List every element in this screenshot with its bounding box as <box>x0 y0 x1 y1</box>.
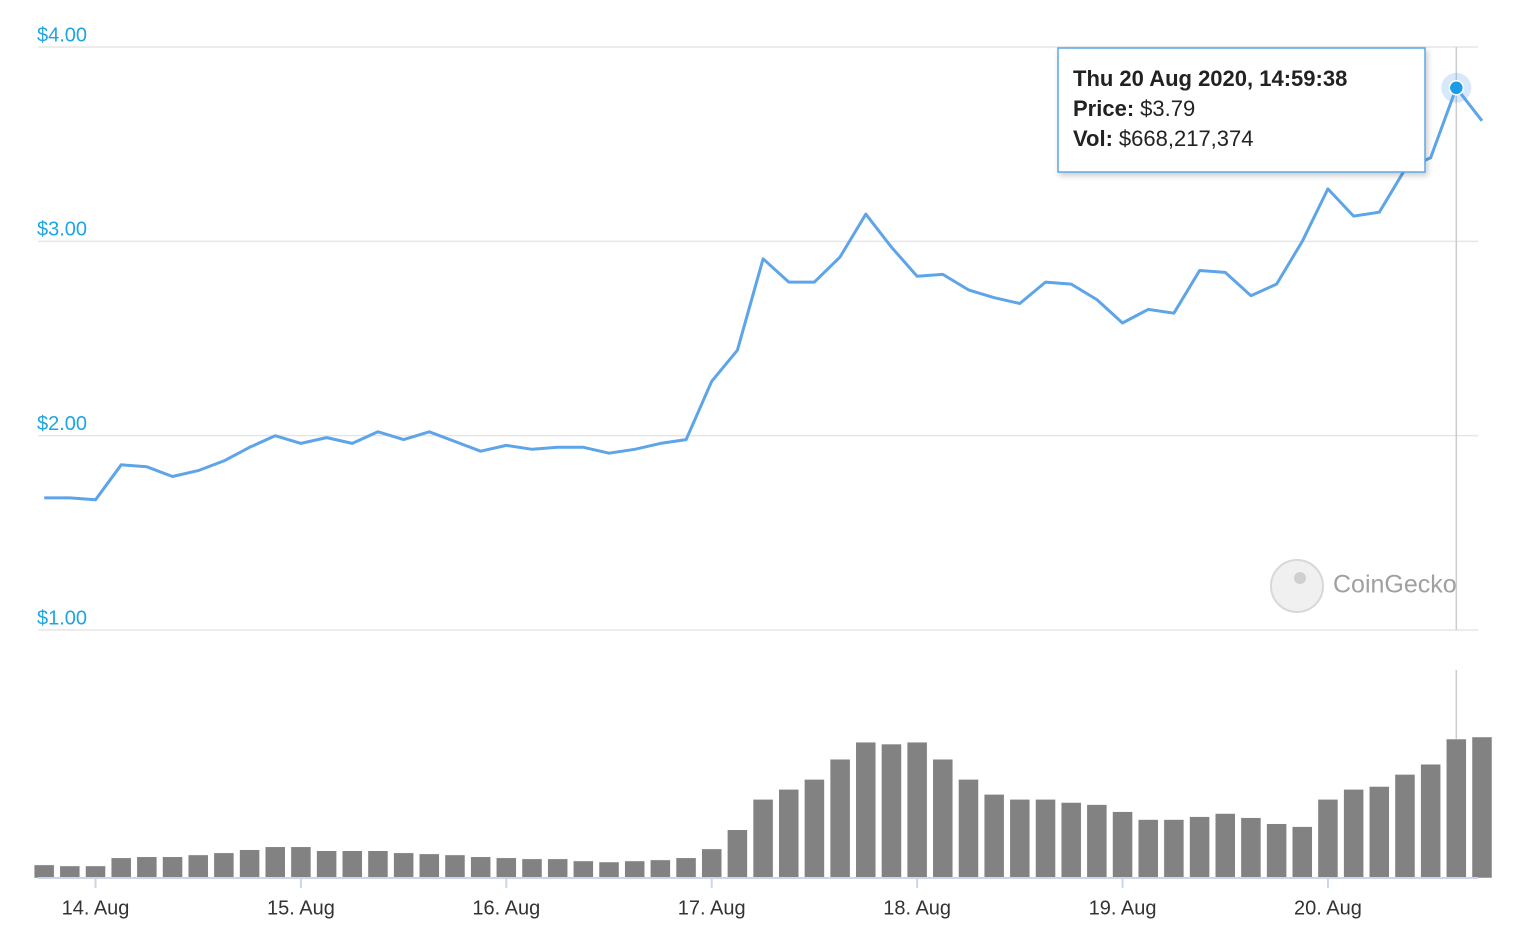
volume-bar <box>187 854 209 879</box>
volume-bar <box>1035 799 1056 879</box>
volume-bar <box>470 856 491 879</box>
volume-bar <box>675 857 697 879</box>
volume-bar <box>1240 817 1262 879</box>
hover-point <box>1448 80 1465 96</box>
volume-bar <box>1446 738 1467 879</box>
watermark-logo <box>1270 559 1324 613</box>
volume-bar <box>136 856 158 879</box>
volume-bar <box>110 857 132 879</box>
volume-bar <box>33 864 55 879</box>
volume-bar <box>316 850 337 879</box>
volume-bar <box>958 779 979 879</box>
tooltip-value: $3.79 <box>1140 96 1195 121</box>
volume-bar <box>162 856 183 879</box>
volume-bar <box>1266 823 1287 879</box>
volume-bar <box>393 852 414 879</box>
x-tick-label: 15. Aug <box>267 897 335 919</box>
volume-bar <box>1420 763 1441 879</box>
x-tick-label: 16. Aug <box>472 897 540 919</box>
volume-bar <box>547 858 568 879</box>
volume-bar <box>1471 736 1493 879</box>
tooltip-row: Vol: $668,217,374 <box>1073 126 1254 151</box>
tooltip: Thu 20 Aug 2020, 14:59:38 Price: $3.79 Vol:… <box>1057 47 1426 173</box>
volume-bar <box>983 794 1005 879</box>
price-line <box>44 86 1484 502</box>
volume-bar <box>624 860 645 879</box>
watermark-eye <box>1294 572 1306 584</box>
volume-bar <box>521 858 543 879</box>
volume-bar <box>496 857 517 879</box>
volume-bar <box>419 853 440 879</box>
tooltip-row: Price: $3.79 <box>1073 96 1195 121</box>
volume-bar <box>264 846 286 879</box>
x-tick-label: 18. Aug <box>883 897 951 919</box>
volume-bar <box>804 779 825 879</box>
volume-bar <box>752 799 774 879</box>
volume-bar <box>1137 819 1159 879</box>
volume-bar <box>1009 799 1031 879</box>
volume-bar <box>932 758 954 879</box>
volume-bar <box>1343 789 1364 879</box>
volume-bar <box>701 848 722 879</box>
volume-bar <box>342 850 363 879</box>
volume-bar <box>367 850 389 879</box>
volume-bar <box>1317 799 1339 879</box>
volume-bar <box>650 859 671 879</box>
watermark: CoinGecko <box>1333 571 1457 599</box>
volume-bar <box>1163 819 1185 879</box>
tooltip-date: Thu 20 Aug 2020, 14:59:38 <box>1073 66 1347 91</box>
y-tick-label: $4.00 <box>37 24 87 46</box>
volume-bar <box>59 865 81 879</box>
y-tick-label: $2.00 <box>37 413 87 435</box>
tooltip-box <box>1057 47 1426 173</box>
volume-bar <box>1189 816 1210 879</box>
volume-bar <box>855 741 877 879</box>
volume-bar <box>1394 774 1416 879</box>
x-tick-label: 19. Aug <box>1089 897 1157 919</box>
volume-bar <box>85 865 106 879</box>
volume-bar <box>239 849 260 879</box>
volume-bar <box>1086 804 1108 879</box>
volume-bar <box>1112 811 1133 879</box>
volume-bar <box>1292 826 1313 879</box>
volume-bar <box>778 789 800 879</box>
tooltip-label: Vol: <box>1073 126 1113 151</box>
volume-bar <box>1369 786 1390 879</box>
volume-bar <box>290 846 312 879</box>
volume-bar <box>1060 802 1082 879</box>
volume-bar <box>598 861 620 879</box>
volume-bar <box>1214 813 1236 879</box>
x-tick-label: 14. Aug <box>62 897 130 919</box>
volume-bar <box>829 758 851 879</box>
tooltip-value: $668,217,374 <box>1119 126 1254 151</box>
y-tick-label: $3.00 <box>37 219 87 241</box>
x-tick-label: 20. Aug <box>1294 897 1362 919</box>
volume-bar <box>444 854 466 879</box>
volume-bar <box>727 829 748 879</box>
y-tick-label: $1.00 <box>37 607 87 629</box>
volume-bar <box>573 860 594 879</box>
tooltip-label: Price: <box>1073 96 1134 121</box>
x-tick-label: 17. Aug <box>678 897 746 919</box>
volume-bar <box>881 743 902 879</box>
volume-bar <box>213 852 235 879</box>
volume-bar <box>906 741 928 879</box>
